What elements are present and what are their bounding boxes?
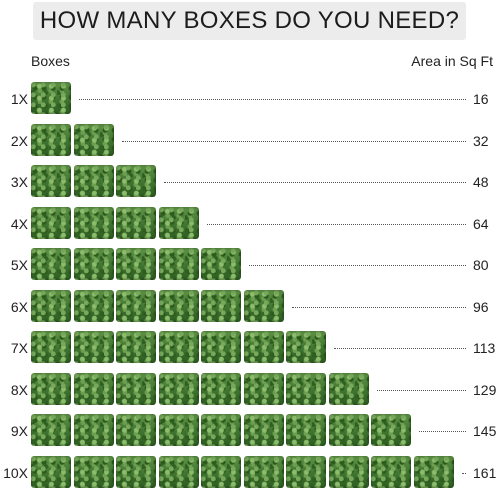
grass-box-icon	[116, 372, 156, 405]
dotted-leader	[206, 223, 466, 225]
dotted-leader	[334, 348, 466, 349]
grass-box-icon	[158, 372, 199, 405]
grass-box-icon	[286, 372, 326, 405]
area-column-header: Area in Sq Ft	[411, 53, 493, 69]
grass-box-icon	[31, 455, 71, 488]
grass-box-icon	[73, 372, 114, 405]
grass-box-icon	[328, 414, 369, 446]
grass-box-icon	[73, 289, 114, 322]
grass-box-icon	[243, 414, 284, 446]
table-row: 8X 129	[0, 372, 500, 407]
grass-box-icon	[116, 289, 156, 322]
dotted-leader	[79, 99, 466, 100]
grass-box-icon	[243, 372, 284, 405]
grass-box-icon	[73, 331, 114, 363]
grass-box-icon	[31, 289, 71, 322]
grass-box-icon	[286, 414, 326, 446]
grass-box-icon	[31, 372, 71, 405]
area-value: 48	[473, 174, 489, 190]
grass-box-icon	[286, 331, 326, 363]
grass-box-icon	[116, 248, 156, 280]
table-row: 3X 48	[0, 165, 500, 199]
grass-box-icon	[413, 455, 454, 488]
dotted-leader	[419, 431, 466, 432]
grass-box-icon	[116, 165, 156, 197]
grass-box-icon	[243, 455, 284, 488]
grass-box-icon	[31, 206, 71, 239]
dotted-leader	[291, 306, 466, 308]
grass-box-icon	[328, 455, 369, 488]
table-row: 9X 145	[0, 414, 500, 448]
area-value: 64	[473, 215, 489, 232]
grass-box-icon	[73, 123, 114, 156]
grass-box-icon	[31, 165, 71, 197]
grass-box-icon	[201, 372, 241, 405]
multiplier-label: 4X	[10, 215, 28, 232]
grass-box-icon	[328, 372, 369, 405]
multiplier-label: 2X	[10, 132, 28, 149]
grass-box-icon	[116, 206, 156, 239]
grass-box-icon	[201, 331, 241, 363]
area-value: 96	[473, 298, 489, 315]
grass-box-icon	[73, 206, 114, 239]
grass-box-icon	[243, 289, 284, 322]
table-row: 4X 64	[0, 206, 500, 241]
area-value: 80	[473, 257, 489, 273]
multiplier-label: 8X	[10, 381, 28, 398]
table-row: 2X 32	[0, 123, 500, 158]
dotted-leader	[461, 472, 466, 474]
grass-box-icon	[31, 123, 71, 156]
grass-box-icon	[31, 82, 71, 114]
grass-box-icon	[31, 248, 71, 280]
area-value: 113	[473, 340, 496, 356]
dotted-leader	[249, 265, 466, 266]
grass-box-icon	[371, 414, 411, 446]
grass-box-icon	[201, 248, 241, 280]
grass-box-icon	[158, 331, 199, 363]
grass-box-icon	[73, 455, 114, 488]
grass-box-icon	[31, 331, 71, 363]
grass-box-icon	[73, 248, 114, 280]
table-row: 1X 16	[0, 82, 500, 116]
area-value: 129	[473, 381, 497, 398]
multiplier-label: 5X	[10, 257, 28, 273]
grass-box-icon	[243, 331, 284, 363]
grass-box-icon	[158, 289, 199, 322]
grass-box-icon	[73, 165, 114, 197]
area-value: 16	[473, 91, 489, 107]
grass-box-icon	[31, 414, 71, 446]
area-value: 161	[473, 464, 497, 481]
table-row: 7X 113	[0, 331, 500, 365]
table-row: 6X 96	[0, 289, 500, 324]
multiplier-label: 7X	[10, 340, 28, 356]
grass-box-icon	[286, 455, 326, 488]
grass-box-icon	[158, 455, 199, 488]
grass-box-icon	[201, 414, 241, 446]
multiplier-label: 1X	[10, 91, 28, 107]
table-row: 5X 80	[0, 248, 500, 282]
grass-box-icon	[158, 248, 199, 280]
dotted-leader	[121, 140, 466, 142]
grass-box-icon	[116, 414, 156, 446]
multiplier-label: 3X	[10, 174, 28, 190]
page-title: HOW MANY BOXES DO YOU NEED?	[33, 2, 466, 40]
dotted-leader	[164, 182, 466, 183]
dotted-leader	[376, 389, 466, 391]
grass-box-icon	[371, 455, 411, 488]
table-row: 10X 161	[0, 455, 500, 490]
area-value: 32	[473, 132, 489, 149]
area-value: 145	[473, 423, 497, 439]
grass-box-icon	[158, 414, 199, 446]
grass-box-icon	[201, 455, 241, 488]
boxes-column-header: Boxes	[31, 53, 70, 69]
grass-box-icon	[73, 414, 114, 446]
multiplier-label: 9X	[10, 423, 28, 439]
grass-box-icon	[158, 206, 199, 239]
multiplier-label: 10X	[3, 464, 28, 481]
grass-box-icon	[201, 289, 241, 322]
grass-box-icon	[116, 331, 156, 363]
multiplier-label: 6X	[10, 298, 28, 315]
grass-box-icon	[116, 455, 156, 488]
